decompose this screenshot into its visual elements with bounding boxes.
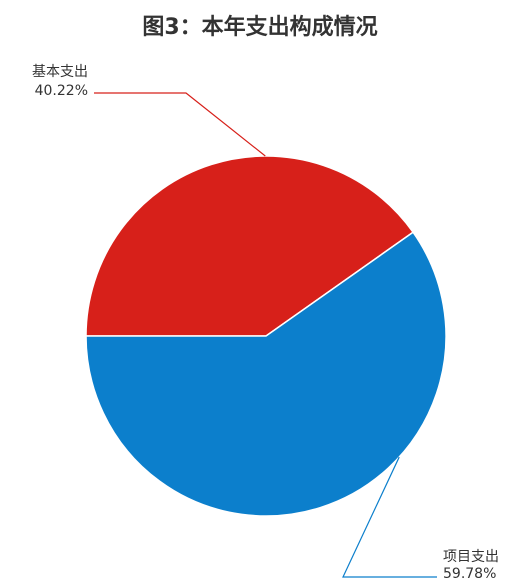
pie-slice-1 [85, 155, 415, 337]
leader-line-2 [342, 456, 437, 578]
leader-line-1 [94, 92, 266, 157]
pie-slice-2 [85, 231, 447, 517]
leader-lines [94, 92, 437, 578]
slice-label-value-2: 59.78% [443, 566, 496, 582]
slice-label-value-1: 40.22% [35, 83, 88, 99]
slice-label-name-2: 项目支出 [443, 549, 499, 565]
slice-label-name-1: 基本支出 [32, 63, 88, 80]
chart-title: 图3：本年支出构成情况 [142, 14, 377, 40]
pie-slices [85, 155, 447, 517]
